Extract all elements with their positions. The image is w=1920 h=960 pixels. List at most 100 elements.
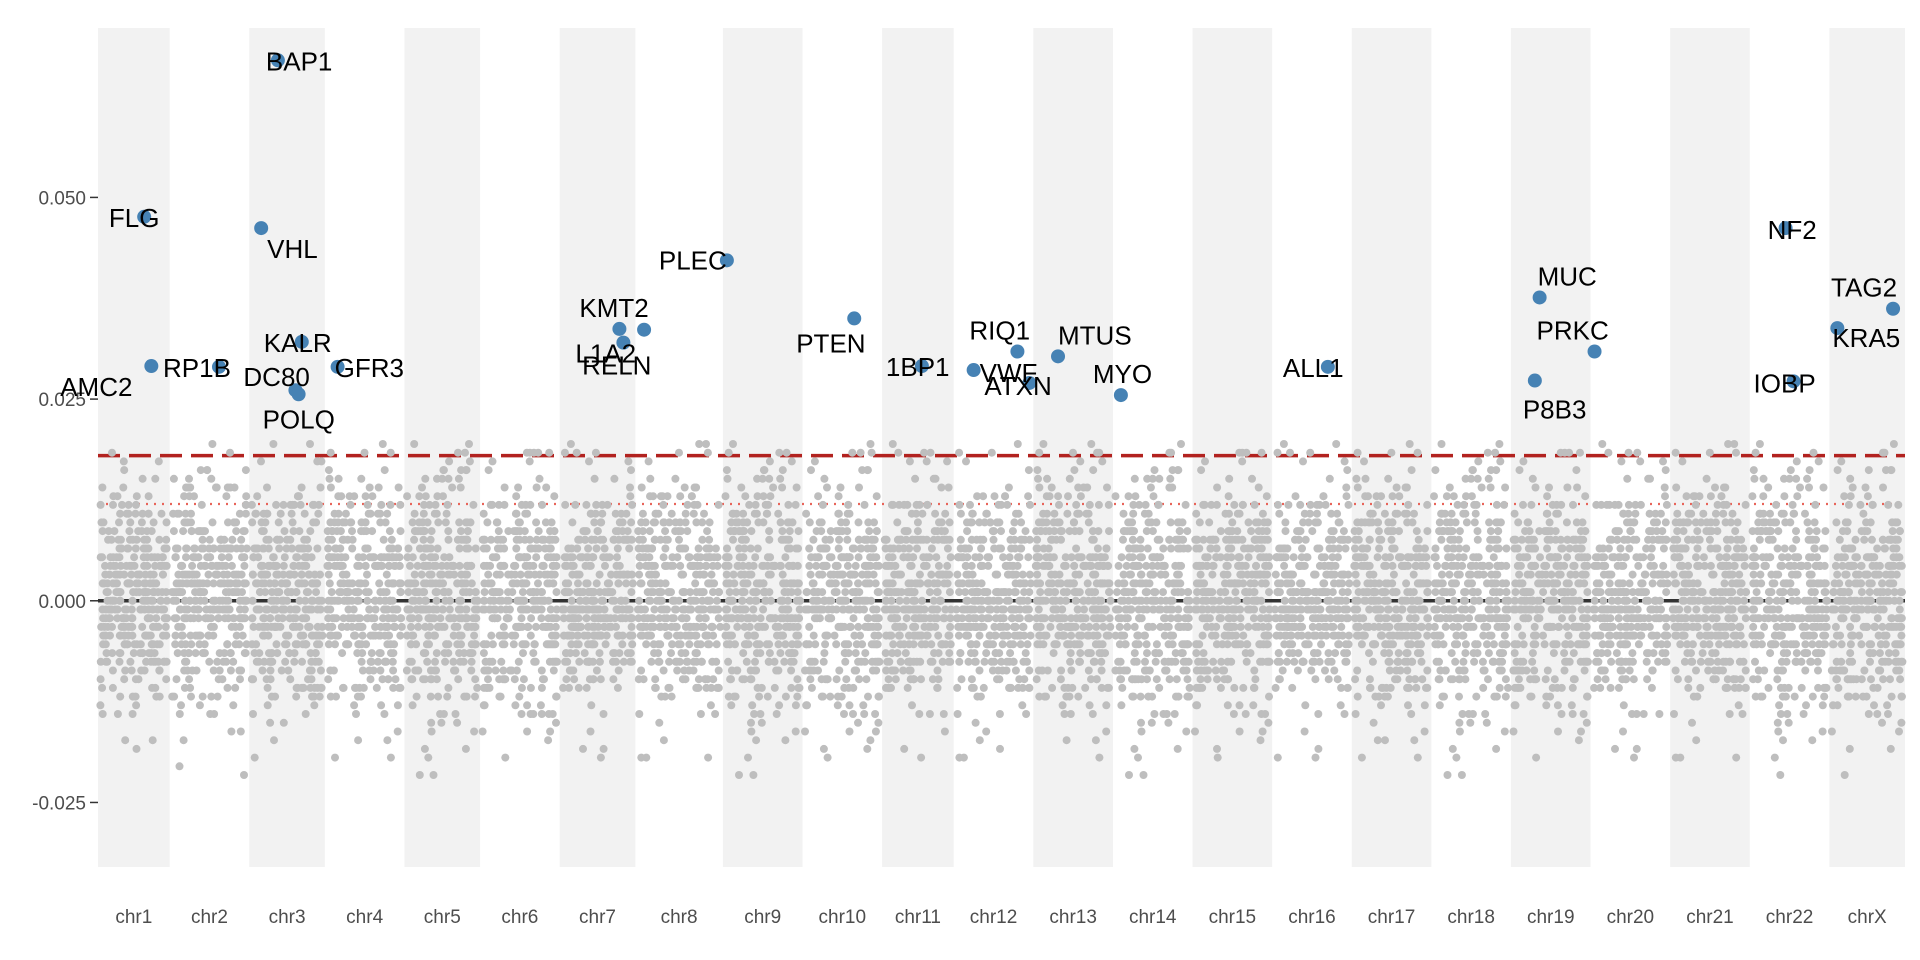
point (982, 509, 991, 518)
point (347, 518, 356, 527)
point (794, 614, 803, 623)
point (635, 596, 644, 605)
point (198, 692, 207, 701)
point (408, 518, 417, 527)
point (1242, 448, 1251, 457)
point (1104, 500, 1113, 509)
point (491, 553, 500, 562)
point (819, 605, 828, 614)
point (364, 509, 373, 518)
point (455, 631, 463, 640)
point (727, 701, 736, 710)
point (1125, 570, 1134, 579)
point (96, 675, 105, 684)
point (378, 561, 386, 570)
point (906, 657, 914, 666)
point (1171, 649, 1180, 658)
point (604, 579, 613, 588)
point (113, 605, 122, 614)
point (160, 657, 169, 666)
point (628, 631, 637, 640)
point (517, 614, 526, 623)
point (749, 771, 758, 779)
point (827, 596, 836, 605)
point (1071, 588, 1080, 597)
point (1025, 666, 1034, 675)
point (1122, 561, 1131, 570)
point (856, 631, 864, 640)
point (438, 605, 447, 614)
point (1207, 596, 1216, 605)
point (1228, 527, 1237, 536)
point (642, 753, 651, 762)
point (537, 588, 546, 597)
point (739, 649, 748, 658)
point (182, 553, 190, 562)
point (109, 500, 117, 509)
point (570, 675, 579, 684)
point (1104, 683, 1113, 692)
point (874, 588, 883, 597)
point (291, 640, 300, 649)
point (691, 579, 700, 588)
point (661, 579, 670, 588)
point (1006, 649, 1015, 658)
point (177, 701, 185, 710)
point (538, 675, 547, 684)
point (840, 683, 849, 692)
point (589, 631, 598, 640)
point (461, 448, 469, 457)
point (1228, 518, 1237, 527)
point (1102, 544, 1111, 553)
point (827, 553, 836, 562)
point (407, 622, 415, 631)
point (906, 561, 915, 570)
point (1252, 561, 1261, 570)
point (635, 553, 644, 562)
point (1102, 631, 1111, 640)
point (213, 570, 221, 579)
point (253, 579, 262, 588)
point (1170, 588, 1179, 597)
point (1089, 535, 1098, 544)
point (693, 683, 702, 692)
point (759, 605, 768, 614)
point (1023, 640, 1032, 649)
point (1055, 500, 1063, 509)
point (708, 561, 717, 570)
point (956, 509, 965, 518)
point (1076, 492, 1085, 501)
point (1185, 692, 1193, 701)
point (217, 579, 226, 588)
point (866, 736, 875, 745)
point (462, 605, 471, 614)
point (1242, 657, 1251, 666)
point (854, 553, 863, 562)
point (975, 605, 984, 614)
point (119, 483, 128, 492)
point (1151, 649, 1160, 658)
point (526, 500, 535, 509)
point (1258, 727, 1267, 736)
point (465, 561, 474, 570)
point (248, 570, 257, 579)
point (663, 631, 672, 640)
point (273, 535, 282, 544)
point (128, 622, 137, 631)
point (933, 579, 942, 588)
point (1160, 614, 1168, 623)
point (471, 544, 480, 553)
point (113, 492, 122, 501)
point (1087, 561, 1096, 570)
point (464, 544, 473, 553)
point (1049, 649, 1058, 658)
point (738, 675, 747, 684)
point (1235, 701, 1244, 710)
point (996, 744, 1004, 753)
point (378, 440, 387, 448)
point (1128, 535, 1137, 544)
point (134, 527, 143, 536)
point (269, 440, 278, 448)
point (1254, 483, 1263, 492)
